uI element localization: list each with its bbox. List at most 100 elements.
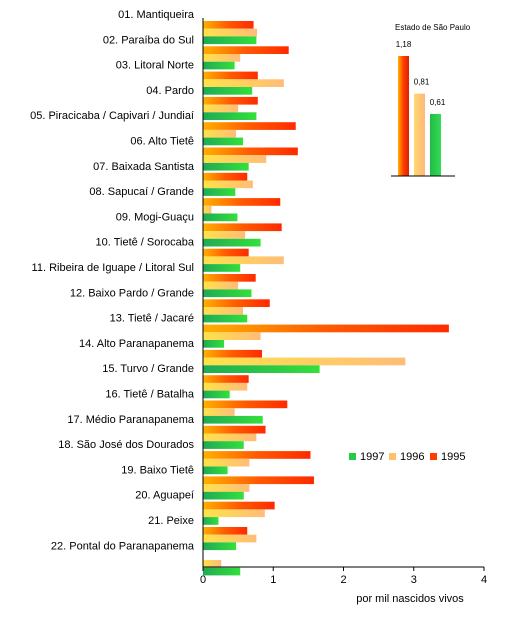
bar-1996 bbox=[203, 155, 267, 163]
bar-1997 bbox=[203, 314, 248, 323]
bar-1997 bbox=[203, 87, 253, 95]
bar-1995 bbox=[203, 122, 296, 130]
category-label: 16. Tietê / Batalha bbox=[105, 389, 195, 401]
bar-1995 bbox=[203, 96, 258, 105]
inset-chart: Estado de São Paulo 1,18 0,81 0,61 bbox=[391, 23, 471, 177]
legend: 1997 1996 1995 bbox=[349, 451, 465, 463]
x-tick-label: 0 bbox=[200, 574, 206, 586]
inset-title: Estado de São Paulo bbox=[395, 23, 471, 32]
bar-1996 bbox=[203, 357, 406, 366]
bar-1995 bbox=[203, 501, 275, 510]
x-tick-label: 1 bbox=[270, 574, 276, 586]
bar-1997 bbox=[203, 542, 237, 551]
bar-1997 bbox=[203, 567, 241, 576]
bar-1997 bbox=[203, 491, 244, 500]
bar-1997 bbox=[203, 137, 244, 146]
bar-1995 bbox=[203, 299, 270, 307]
bar-1996 bbox=[203, 180, 253, 189]
inset-bar-1995 bbox=[398, 56, 409, 176]
bar-1996 bbox=[203, 458, 250, 467]
x-tick-label: 2 bbox=[340, 574, 346, 586]
legend-label-1996: 1996 bbox=[400, 451, 424, 463]
bar-1996 bbox=[203, 433, 257, 442]
bar-1996 bbox=[203, 332, 261, 340]
bar-1995 bbox=[203, 21, 254, 29]
bar-1997 bbox=[203, 517, 219, 525]
bar-1997 bbox=[203, 289, 252, 298]
inset-bar-1996 bbox=[414, 93, 425, 176]
category-label: 10. Tietê / Sorocaba bbox=[96, 237, 195, 249]
x-axis: 0 1 2 3 4 por mil nascidos vivos bbox=[200, 18, 487, 605]
category-label: 18. São José dos Dourados bbox=[58, 439, 194, 451]
bar-1995 bbox=[203, 147, 298, 156]
bar-1997 bbox=[203, 365, 320, 373]
legend-label-1997: 1997 bbox=[360, 451, 384, 463]
bar-1995 bbox=[203, 198, 281, 206]
bar-1997 bbox=[203, 415, 263, 424]
legend-swatch-1995 bbox=[430, 453, 437, 460]
bar-1997 bbox=[203, 340, 225, 348]
x-tick-label: 3 bbox=[411, 574, 417, 586]
category-label: 08. Sapucaí / Grande bbox=[89, 186, 194, 198]
category-label: 15. Turvo / Grande bbox=[102, 363, 194, 375]
bar-1996 bbox=[203, 104, 239, 113]
legend-label-1995: 1995 bbox=[441, 451, 465, 463]
bar-1995 bbox=[203, 476, 314, 485]
category-label: 14. Alto Paranapanema bbox=[79, 338, 195, 350]
bar-1996 bbox=[203, 382, 248, 391]
bar-1996 bbox=[203, 205, 212, 214]
bar-1996 bbox=[203, 484, 250, 492]
bar-1997 bbox=[203, 264, 241, 272]
bar-1996 bbox=[203, 534, 257, 543]
bar-1995 bbox=[203, 71, 258, 80]
bar-1995 bbox=[203, 375, 249, 383]
category-label: 19. Baixo Tietê bbox=[121, 464, 194, 476]
legend-swatch-1997 bbox=[349, 453, 356, 460]
category-label: 09. Mogi-Guaçu bbox=[116, 211, 194, 223]
bar-1996 bbox=[203, 560, 222, 568]
bar-1997 bbox=[203, 213, 238, 222]
x-axis-label: por mil nascidos vivos bbox=[356, 593, 464, 605]
category-label: 03. Litoral Norte bbox=[116, 60, 194, 72]
bar-1996 bbox=[203, 307, 244, 315]
bar-1996 bbox=[203, 231, 246, 239]
bar-1996 bbox=[203, 256, 284, 265]
bar-1997 bbox=[203, 162, 249, 171]
category-label: 02. Paraíba do Sul bbox=[103, 34, 194, 46]
category-label: 07. Baixada Santista bbox=[93, 161, 195, 173]
bar-1996 bbox=[203, 28, 258, 37]
category-label: 12. Baixo Pardo / Grande bbox=[70, 287, 194, 299]
bar-1995 bbox=[203, 425, 266, 434]
bar-1995 bbox=[203, 223, 282, 232]
bar-1997 bbox=[203, 390, 230, 399]
bar-1996 bbox=[203, 129, 237, 138]
bar-1996 bbox=[203, 509, 265, 518]
bar-1997 bbox=[203, 112, 257, 120]
bar-1995 bbox=[203, 451, 311, 459]
legend-swatch-1996 bbox=[389, 453, 396, 460]
category-labels: 01. Mantiqueira 02. Paraíba do Sul 03. Lit… bbox=[30, 9, 195, 552]
inset-data-label: 1,18 bbox=[396, 40, 412, 49]
category-label: 05. Piracicaba / Capivari / Jundiaí bbox=[30, 110, 194, 122]
category-label: 17. Médio Paranapanema bbox=[67, 414, 194, 426]
bar-1996 bbox=[203, 79, 284, 87]
bar-1997 bbox=[203, 238, 261, 247]
category-label: 22. Pontal do Paranapanema bbox=[51, 540, 195, 552]
category-label: 13. Tietê / Jacaré bbox=[110, 313, 194, 325]
bar-1996 bbox=[203, 54, 241, 62]
inset-data-label: 0,81 bbox=[414, 78, 430, 87]
bar-1997 bbox=[203, 61, 235, 70]
bar-1995 bbox=[203, 400, 288, 409]
inset-data-label: 0,61 bbox=[430, 98, 446, 107]
category-label: 01. Mantiqueira bbox=[118, 9, 195, 21]
bar-1996 bbox=[203, 281, 239, 290]
category-label: 06. Alto Tietê bbox=[130, 136, 194, 148]
bar-1997 bbox=[203, 188, 236, 196]
bar-1995 bbox=[203, 248, 249, 257]
x-tick-label: 4 bbox=[481, 574, 487, 586]
bar-1995 bbox=[203, 46, 289, 54]
category-label: 21. Peixe bbox=[148, 515, 194, 527]
category-label: 20. Aguapeí bbox=[135, 490, 194, 502]
